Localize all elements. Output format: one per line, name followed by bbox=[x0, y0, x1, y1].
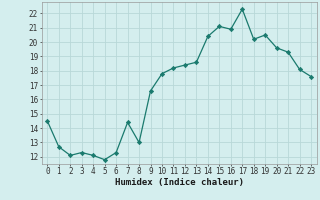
X-axis label: Humidex (Indice chaleur): Humidex (Indice chaleur) bbox=[115, 178, 244, 187]
